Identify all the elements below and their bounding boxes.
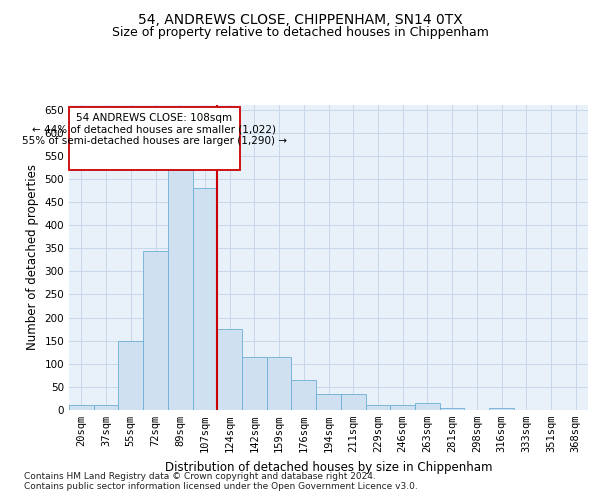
Bar bbox=[440, 408, 464, 410]
Bar bbox=[242, 357, 267, 410]
Bar bbox=[193, 188, 217, 410]
Bar bbox=[365, 406, 390, 410]
X-axis label: Distribution of detached houses by size in Chippenham: Distribution of detached houses by size … bbox=[165, 460, 492, 473]
Text: Contains HM Land Registry data © Crown copyright and database right 2024.: Contains HM Land Registry data © Crown c… bbox=[24, 472, 376, 481]
Bar bbox=[292, 380, 316, 410]
Y-axis label: Number of detached properties: Number of detached properties bbox=[26, 164, 39, 350]
Text: Contains public sector information licensed under the Open Government Licence v3: Contains public sector information licen… bbox=[24, 482, 418, 491]
Text: 54 ANDREWS CLOSE: 108sqm: 54 ANDREWS CLOSE: 108sqm bbox=[76, 113, 232, 123]
Bar bbox=[118, 340, 143, 410]
Bar bbox=[341, 394, 365, 410]
FancyBboxPatch shape bbox=[69, 108, 239, 170]
Bar bbox=[69, 406, 94, 410]
Bar bbox=[217, 329, 242, 410]
Bar bbox=[489, 408, 514, 410]
Bar bbox=[316, 394, 341, 410]
Bar bbox=[143, 250, 168, 410]
Bar bbox=[168, 170, 193, 410]
Text: Size of property relative to detached houses in Chippenham: Size of property relative to detached ho… bbox=[112, 26, 488, 39]
Bar bbox=[94, 406, 118, 410]
Bar bbox=[390, 406, 415, 410]
Text: ← 44% of detached houses are smaller (1,022): ← 44% of detached houses are smaller (1,… bbox=[32, 125, 276, 135]
Text: 54, ANDREWS CLOSE, CHIPPENHAM, SN14 0TX: 54, ANDREWS CLOSE, CHIPPENHAM, SN14 0TX bbox=[137, 12, 463, 26]
Text: 55% of semi-detached houses are larger (1,290) →: 55% of semi-detached houses are larger (… bbox=[22, 136, 287, 146]
Bar bbox=[415, 403, 440, 410]
Bar bbox=[267, 357, 292, 410]
